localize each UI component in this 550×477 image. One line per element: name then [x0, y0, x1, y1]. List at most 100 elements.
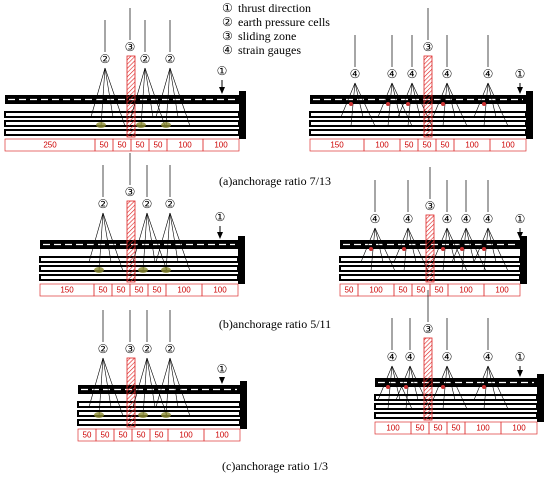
lead-wire [446, 365, 456, 401]
lead-wire [350, 82, 356, 127]
dim-label: 150 [330, 141, 344, 150]
dim-label: 100 [215, 431, 229, 440]
marker-symbol: ② [98, 197, 109, 211]
lead-wire [451, 227, 467, 263]
marker-symbol: ③ [425, 199, 436, 213]
marker-symbol: ④ [387, 350, 398, 364]
dim-label: 100 [178, 141, 192, 150]
marker-symbol: ② [142, 342, 153, 356]
legend-symbol: ① [222, 1, 233, 15]
gauge [441, 102, 445, 106]
lead-wire [432, 82, 448, 118]
gauge [349, 102, 353, 106]
dim-label: 100 [495, 286, 509, 295]
lead-wire [102, 357, 112, 408]
anchor-bar [4, 111, 240, 118]
anchor-bar [374, 403, 538, 410]
marker-symbol: ③ [125, 40, 136, 54]
marker-symbol: ④ [483, 350, 494, 364]
marker-symbol: ① [515, 67, 526, 81]
lead-wire [391, 365, 401, 401]
marker-symbol: ④ [483, 67, 494, 81]
dim-label: 100 [179, 431, 193, 440]
bearing-plate [240, 381, 247, 429]
anchor-bar [4, 120, 240, 127]
arrow-head [217, 232, 223, 239]
anchor-bar [374, 412, 538, 419]
anchor-bar [309, 111, 527, 118]
legend-symbol: ② [222, 15, 233, 29]
lead-wire [465, 227, 487, 272]
lead-wire [391, 82, 401, 118]
lead-wire [130, 67, 146, 118]
anchor-bar [39, 256, 239, 263]
dim-label: 100 [177, 286, 191, 295]
dim-label: 50 [118, 141, 127, 150]
lead-wire [132, 357, 148, 408]
gauge [402, 247, 406, 251]
caption: (b)anchorage ratio 5/11 [219, 317, 331, 331]
marker-symbol: ④ [387, 67, 398, 81]
marker-symbol: ③ [423, 40, 434, 54]
dim-label: 50 [100, 141, 109, 150]
lead-wire [165, 357, 171, 417]
lead-wire [169, 357, 179, 408]
lead-wire [403, 227, 409, 272]
marker-symbol: ③ [423, 322, 434, 336]
lead-wire [370, 227, 376, 272]
dim-label: 50 [155, 431, 164, 440]
dim-label: 50 [434, 424, 443, 433]
sliding-zone [126, 357, 136, 428]
gauge [369, 247, 373, 251]
dim-label: 50 [83, 431, 92, 440]
dim-label: 150 [60, 286, 74, 295]
lead-wire [146, 212, 168, 272]
lead-wire [377, 365, 393, 401]
lead-wire [102, 212, 124, 272]
gauge [404, 385, 408, 389]
legend-symbol: ③ [222, 29, 233, 43]
lead-wire [391, 365, 413, 410]
marker-symbol: ④ [442, 67, 453, 81]
anchor-bar [309, 129, 527, 136]
legend-text: earth pressure cells [238, 15, 330, 29]
dim-label: 100 [501, 141, 515, 150]
gauge [441, 247, 445, 251]
dim-label: 50 [345, 286, 354, 295]
lead-wire [142, 212, 148, 272]
gauge [441, 385, 445, 389]
dim-label: 50 [405, 141, 414, 150]
dim-label: 50 [399, 286, 408, 295]
pressure-cell [161, 267, 171, 273]
dim-label: 100 [214, 141, 228, 150]
gauge [482, 247, 486, 251]
marker-symbol: ④ [442, 350, 453, 364]
lead-wire [407, 227, 417, 263]
sliding-zone [423, 337, 433, 421]
legend-text: thrust direction [238, 1, 311, 15]
dim-label: 100 [459, 286, 473, 295]
lead-wire [169, 212, 179, 263]
gauge [460, 247, 464, 251]
marker-symbol: ④ [350, 67, 361, 81]
lead-wire [483, 227, 489, 272]
lead-wire [360, 227, 376, 263]
lead-wire [146, 357, 168, 417]
anchor-bar [40, 240, 238, 249]
lead-wire [465, 227, 475, 263]
anchor-bar [4, 129, 240, 136]
pressure-cell [94, 412, 104, 418]
lead-wire [387, 365, 393, 410]
bearing-plate [238, 236, 245, 284]
dim-box [500, 421, 538, 435]
marker-symbol: ② [100, 52, 111, 66]
lead-wire [432, 227, 448, 263]
dim-label: 50 [441, 141, 450, 150]
dim-label: 50 [136, 141, 145, 150]
lead-wire [395, 365, 411, 401]
dim-label: 100 [476, 424, 490, 433]
